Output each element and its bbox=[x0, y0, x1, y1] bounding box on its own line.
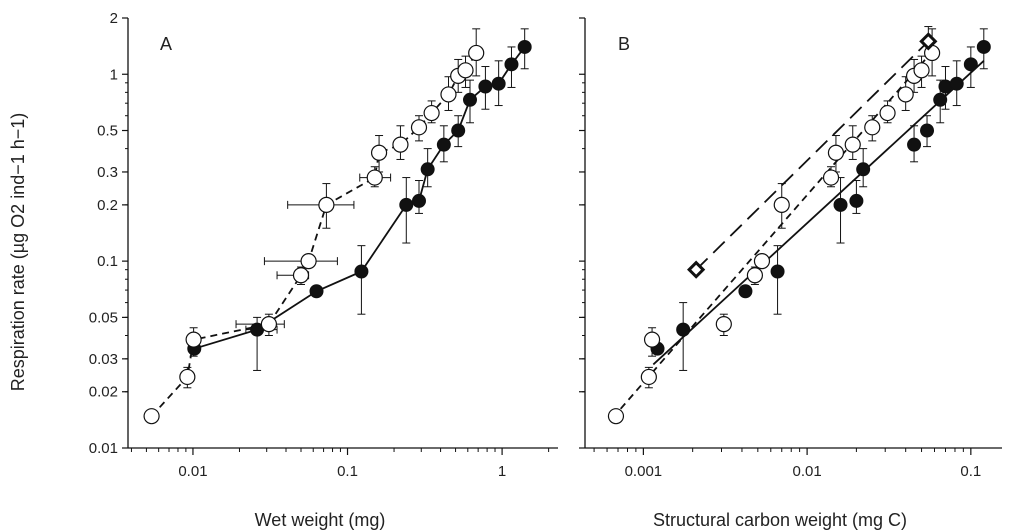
y-axis-title: Respiration rate (µg O2 ind−1 h−1) bbox=[8, 113, 28, 392]
panel-b-x-axis-title: Structural carbon weight (mg C) bbox=[653, 510, 907, 530]
panel-a-filled-point bbox=[354, 264, 369, 279]
panel-b-open-point bbox=[607, 408, 625, 425]
panel-b-fit-line-solid bbox=[652, 60, 985, 366]
panel-b-filled-point bbox=[949, 76, 964, 91]
panel-a-y-tick-label: 1 bbox=[110, 66, 118, 83]
panel-b-open-point bbox=[643, 331, 661, 348]
panel-b-x-tick-label: 0.01 bbox=[793, 463, 822, 480]
panel-a-open-point bbox=[440, 86, 457, 103]
panel-b-open-point bbox=[753, 253, 771, 270]
panel-a-y-tick-label: 0.1 bbox=[97, 253, 118, 270]
panel-a-open-point bbox=[423, 104, 440, 122]
panel-a-open-point bbox=[292, 267, 310, 284]
panel-b-fit-line-dashed bbox=[612, 51, 933, 419]
panel-b-open-point bbox=[827, 144, 845, 161]
panel-a-filled-point bbox=[309, 284, 324, 299]
panel-a-filled-point bbox=[451, 123, 466, 138]
panel-b-open-point bbox=[897, 86, 914, 103]
panel-b-filled-point bbox=[770, 264, 785, 279]
panel-a-filled-point bbox=[491, 76, 506, 91]
panel-a-open-point bbox=[366, 169, 383, 186]
panel-b-open-point bbox=[913, 62, 930, 79]
panel-a-filled-point bbox=[504, 57, 519, 72]
panel-a-y-tick-label: 0.5 bbox=[97, 123, 118, 140]
panel-a-open-point bbox=[300, 253, 317, 270]
panel-a-x-tick-label: 0.01 bbox=[178, 463, 207, 480]
panel-b-diamond-point bbox=[687, 260, 706, 279]
panel-a-open-point bbox=[260, 316, 278, 333]
panel-a-filled-point bbox=[462, 92, 477, 107]
panel-b-open-point bbox=[773, 196, 790, 213]
panel-b-filled-point bbox=[833, 197, 848, 212]
panel-a-series-0-line bbox=[194, 46, 526, 350]
panel-b-filled-point bbox=[738, 284, 753, 299]
panel-a-y-tick-label: 0.3 bbox=[97, 164, 118, 181]
panel-a-filled-point bbox=[420, 162, 435, 177]
panel-b-open-point bbox=[822, 169, 840, 186]
panel-a-filled-point bbox=[517, 39, 532, 54]
panel-b-open-point bbox=[879, 104, 896, 122]
panel-a-y-tick-label: 0.03 bbox=[89, 351, 118, 368]
panel-a-label: A bbox=[160, 34, 172, 54]
panel-b: B Structural carbon weight (mg C) 0.001 0… bbox=[579, 17, 1002, 530]
panel-a-x-tick-label: 0.1 bbox=[337, 463, 358, 480]
panel-a-x-axis-title: Wet weight (mg) bbox=[255, 510, 386, 530]
panel-a-open-point bbox=[185, 331, 202, 348]
panel-a-y-tick-label: 0.02 bbox=[89, 384, 118, 401]
panel-a-filled-point bbox=[436, 137, 451, 152]
panel-a-open-point bbox=[179, 368, 196, 386]
panel-b-open-point bbox=[864, 119, 881, 136]
panel-b-x-tick-label: 0.1 bbox=[960, 463, 981, 480]
panel-a-open-point bbox=[143, 408, 160, 425]
panel-b-label: B bbox=[618, 34, 630, 54]
panel-a-y-tick-label: 0.2 bbox=[97, 197, 118, 214]
panel-b-open-point bbox=[746, 267, 764, 284]
panel-b-filled-point bbox=[907, 137, 922, 152]
panel-a-y-tick-label: 0.05 bbox=[89, 309, 118, 326]
panel-a-open-point bbox=[457, 62, 474, 79]
panel-a-open-point bbox=[318, 196, 335, 213]
panel-a: A Wet weight (mg) 0.01 0.02 0.03 0.05 0.1 0.2… bbox=[89, 10, 558, 530]
panel-a-open-point bbox=[392, 136, 409, 153]
panel-b-open-point bbox=[640, 368, 657, 386]
panel-b-filled-point bbox=[963, 57, 978, 72]
panel-a-x-tick-label: 1 bbox=[498, 463, 506, 480]
panel-b-diamond-point bbox=[919, 32, 938, 51]
panel-a-y-tick-label: 0.01 bbox=[89, 440, 118, 457]
panel-b-open-point bbox=[844, 136, 861, 153]
panel-b-x-tick-label: 0.001 bbox=[625, 463, 663, 480]
panel-a-open-point bbox=[410, 119, 428, 136]
panel-b-filled-point bbox=[856, 162, 871, 177]
panel-a-filled-point bbox=[399, 197, 414, 212]
panel-b-fit-line-long-dashed bbox=[695, 40, 929, 271]
panel-a-filled-point bbox=[411, 193, 426, 208]
panel-a-series-1-line bbox=[150, 52, 477, 417]
panel-b-filled-point bbox=[849, 193, 864, 208]
panel-b-filled-point bbox=[920, 123, 935, 138]
panel-b-filled-point bbox=[676, 322, 691, 337]
panel-b-filled-point bbox=[976, 39, 991, 54]
panel-b-open-point bbox=[715, 316, 732, 333]
panel-a-y-tick-label: 2 bbox=[110, 10, 118, 27]
panel-a-open-point bbox=[370, 144, 388, 161]
panel-a-filled-point bbox=[478, 79, 493, 94]
panel-a-open-point bbox=[468, 44, 485, 62]
panel-b-filled-point bbox=[933, 92, 948, 107]
